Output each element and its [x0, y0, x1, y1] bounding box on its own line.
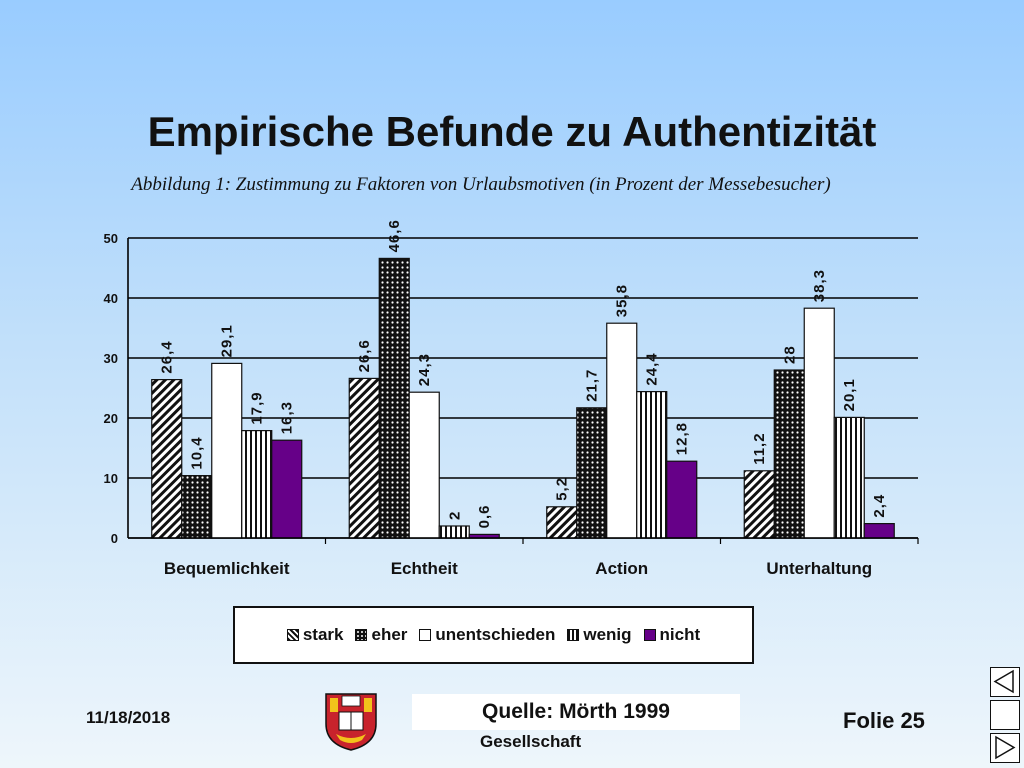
legend-label-stark: stark [302, 625, 344, 644]
data-label: 26,6 [356, 339, 373, 372]
data-label: 38,3 [811, 269, 828, 302]
nav-next-button[interactable] [990, 733, 1020, 763]
legend-label-wenig: wenig [583, 625, 632, 644]
university-crest-icon [325, 693, 377, 751]
data-label: 11,2 [751, 432, 768, 464]
bar-eher-echtheit [378, 257, 410, 539]
legend-item-eher: eher [355, 625, 407, 645]
legend-swatch-eher [355, 629, 368, 641]
data-label: 5,2 [554, 477, 571, 501]
source-label: Quelle: Mörth 1999 [482, 700, 670, 723]
slide-title: Empirische Befunde zu Authentizität [147, 108, 877, 155]
figure-caption: Abbildung 1: Zustimmung zu Faktoren von … [131, 174, 831, 195]
x-category-label: Echtheit [391, 559, 458, 578]
bar-stark-unterhaltung [743, 470, 775, 539]
bar-unentschieden-bequemlichkeit [211, 362, 243, 539]
bar-eher-action [576, 407, 608, 539]
legend-item-nicht: nicht [643, 625, 701, 645]
bar-wenig-echtheit [438, 525, 470, 539]
data-label: 17,9 [249, 391, 266, 424]
bar-unentschieden-action [606, 322, 638, 539]
bar-nicht-bequemlichkeit [271, 439, 303, 539]
y-tick-label-20: 20 [104, 411, 118, 426]
legend-item-unentschieden: unentschieden [419, 625, 555, 645]
data-label: 24,4 [644, 352, 661, 385]
data-label: 29,1 [219, 324, 236, 357]
y-tick-label-40: 40 [104, 291, 118, 306]
legend-label-unentschieden: unentschieden [435, 625, 556, 644]
legend-swatch-nicht [643, 629, 656, 641]
legend-label-eher: eher [371, 625, 408, 644]
data-label: 20,1 [841, 378, 858, 411]
data-label: 16,3 [279, 401, 296, 434]
y-tick-label-30: 30 [104, 351, 118, 366]
x-category-label: Unterhaltung [766, 559, 872, 578]
legend-swatch-unentschieden [419, 629, 432, 641]
data-label: 2,4 [871, 494, 888, 518]
data-label: 28 [781, 345, 798, 364]
bar-eher-bequemlichkeit [181, 475, 213, 539]
bar-wenig-unterhaltung [833, 416, 865, 539]
legend-label-nicht: nicht [659, 625, 701, 644]
data-label: 35,8 [614, 284, 631, 317]
bar-nicht-action [666, 460, 698, 539]
nav-home-button[interactable] [990, 700, 1020, 730]
organization-label: Gesellschaft [480, 732, 582, 751]
data-label: 2 [446, 511, 463, 520]
x-category-label: Bequemlichkeit [164, 559, 290, 578]
triangle-left-icon [993, 669, 1014, 694]
chart-legend: stark eher unentschieden wenig nicht [233, 606, 754, 664]
bar-stark-action [546, 506, 578, 539]
triangle-right-icon [995, 735, 1016, 760]
slide-number: Folie 25 [843, 708, 925, 733]
bar-unentschieden-unterhaltung [803, 307, 835, 539]
bar-chart: 26,4 10,4 29,1 17,9 16,3 26,6 46,6 24,3 2 0,6 5,2 2… [104, 219, 919, 578]
bar-wenig-action [636, 391, 668, 539]
bar-wenig-bequemlichkeit [241, 430, 273, 539]
data-label: 26,4 [159, 340, 176, 373]
data-label: 21,7 [584, 369, 601, 402]
slide-date: 11/18/2018 [86, 708, 171, 727]
source-box: Quelle: Mörth 1999 [412, 694, 740, 730]
legend-swatch-stark [286, 629, 299, 641]
legend-item-stark: stark [286, 625, 344, 645]
bar-stark-echtheit [348, 377, 380, 539]
legend-swatch-wenig [567, 629, 580, 641]
bar-unentschieden-echtheit [408, 391, 440, 539]
bar-stark-bequemlichkeit [151, 379, 183, 539]
y-tick-label-50: 50 [104, 231, 118, 246]
nav-prev-button[interactable] [990, 667, 1020, 697]
y-tick-label-0: 0 [111, 531, 118, 546]
bar-nicht-unterhaltung [863, 522, 895, 539]
data-label: 10,4 [189, 436, 206, 469]
legend-item-wenig: wenig [567, 625, 632, 645]
data-label: 24,3 [416, 353, 433, 386]
y-tick-label-10: 10 [104, 471, 118, 486]
data-label: 0,6 [476, 505, 493, 529]
data-label: 12,8 [674, 422, 691, 455]
data-label: 46,6 [386, 219, 403, 252]
bar-eher-unterhaltung [773, 369, 805, 539]
x-category-label: Action [595, 559, 648, 578]
